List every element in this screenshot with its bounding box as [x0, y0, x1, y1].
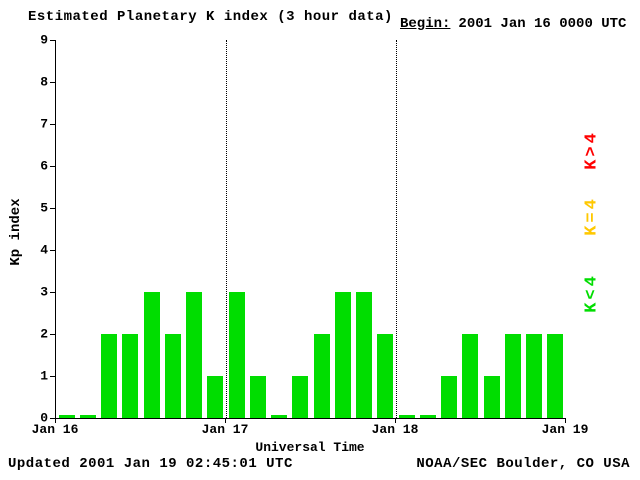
y-tick — [50, 166, 55, 167]
begin-value: 2001 Jan 16 0000 UTC — [458, 16, 627, 32]
kp-bar — [101, 334, 118, 418]
source-credit: NOAA/SEC Boulder, CO USA — [416, 456, 630, 472]
day-separator-line — [396, 40, 397, 418]
kp-bar — [377, 334, 394, 418]
kp-bar — [313, 334, 330, 418]
y-tick — [50, 334, 55, 335]
begin-label: Begin: — [400, 16, 451, 32]
y-tick — [50, 376, 55, 377]
y-tick-label: 6 — [40, 158, 48, 174]
kp-bar — [462, 334, 479, 418]
y-tick-label: 5 — [40, 200, 48, 216]
updated-timestamp: Updated 2001 Jan 19 02:45:01 UTC — [8, 456, 293, 472]
legend-k-below-4: K<4 — [582, 273, 602, 313]
y-tick-label: 3 — [40, 284, 48, 300]
kp-bar — [356, 292, 373, 418]
kp-bar — [334, 292, 351, 418]
y-tick — [50, 82, 55, 83]
y-tick — [50, 418, 55, 419]
kp-bar — [122, 334, 139, 418]
y-tick — [50, 124, 55, 125]
y-tick — [50, 40, 55, 41]
page-title: Estimated Planetary K index (3 hour data… — [28, 9, 393, 25]
kp-bar — [271, 415, 288, 418]
y-tick-label: 9 — [40, 32, 48, 48]
x-tick-label: Jan 16 — [31, 422, 79, 437]
y-tick-label: 1 — [40, 368, 48, 384]
day-separator-line — [226, 40, 227, 418]
kp-bar — [249, 376, 266, 418]
begin-time: Begin: 2001 Jan 16 0000 UTC — [400, 16, 626, 32]
x-tick — [565, 419, 566, 423]
kp-bar — [58, 415, 75, 418]
kp-bar — [292, 376, 309, 418]
kp-bar — [504, 334, 521, 418]
y-tick — [50, 208, 55, 209]
kp-bar — [419, 415, 436, 418]
kp-bar — [79, 415, 96, 418]
x-tick-label: Jan 17 — [201, 422, 249, 437]
kp-bar — [143, 292, 160, 418]
kp-bar — [441, 376, 458, 418]
kp-bar — [207, 376, 224, 418]
x-tick-label: Jan 19 — [541, 422, 589, 437]
kp-bar — [164, 334, 181, 418]
plot-area — [55, 40, 566, 419]
x-tick — [225, 419, 226, 423]
kp-bar — [398, 415, 415, 418]
y-tick-label: 2 — [40, 326, 48, 342]
kp-bar — [228, 292, 245, 418]
y-tick — [50, 292, 55, 293]
kp-bar — [186, 292, 203, 418]
x-axis-title: Universal Time — [255, 440, 365, 455]
kp-bar — [483, 376, 500, 418]
kp-bar — [526, 334, 543, 418]
y-tick-label: 8 — [40, 74, 48, 90]
y-tick — [50, 250, 55, 251]
y-tick-label: 4 — [40, 242, 48, 258]
legend-k-above-4: K>4 — [582, 130, 602, 170]
x-tick — [55, 419, 56, 423]
legend-k-equal-4: K=4 — [582, 196, 602, 236]
y-tick-label: 7 — [40, 116, 48, 132]
y-axis-title: Kp index — [8, 198, 24, 266]
kp-bar — [547, 334, 564, 418]
x-tick-label: Jan 18 — [371, 422, 419, 437]
y-tick-label: 0 — [40, 410, 48, 426]
x-tick — [395, 419, 396, 423]
